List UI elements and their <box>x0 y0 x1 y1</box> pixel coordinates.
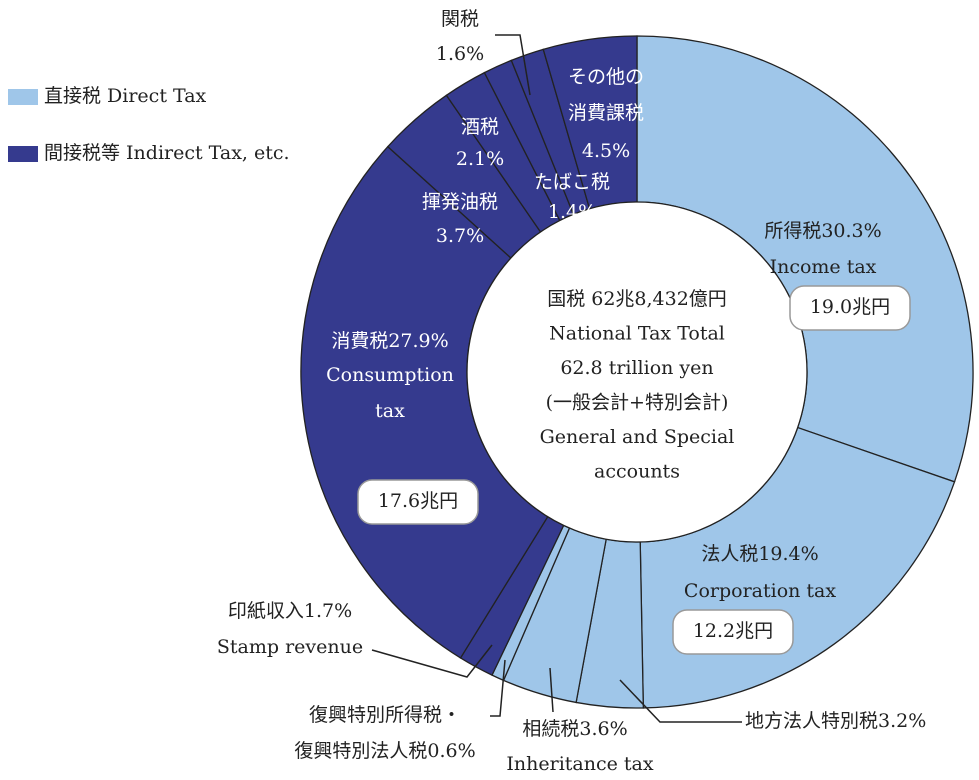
slice-label: 酒税 <box>461 116 499 138</box>
slice-name-line: 法人税 <box>701 543 758 565</box>
amount-label: 19.0兆円 <box>810 296 890 318</box>
slice-name: 消費税 <box>331 330 388 352</box>
slice-name: 酒税 <box>461 116 499 138</box>
slice-label-en-line: Income tax <box>770 256 877 278</box>
slice-name-line: 相続税 <box>522 718 579 740</box>
slice-name: 法人税 <box>701 543 758 565</box>
slice-percent: 3.2% <box>878 710 926 732</box>
amount-label: 12.2兆円 <box>693 620 773 642</box>
slice-label-en: Corporation tax <box>684 580 836 602</box>
slice-label: 地方法人特別税3.2% <box>745 710 926 732</box>
leader-line <box>619 679 742 723</box>
slice-name: 揮発油税 <box>422 191 498 213</box>
slice-label: たばこ税 <box>534 171 610 193</box>
slice-name-line: 地方法人特別税 <box>745 710 878 732</box>
amount-box <box>789 285 911 331</box>
slice-name-line: 揮発油税 <box>422 191 498 213</box>
slice-label: 法人税19.4% <box>701 543 818 565</box>
slice-label: 消費税27.9% <box>331 330 448 352</box>
slice-name-line: たばこ税 <box>534 171 610 193</box>
center-text: 国税 62兆8,432億円 <box>547 288 727 310</box>
slice-label: 揮発油税 <box>422 191 498 213</box>
amount-box <box>672 609 794 655</box>
legend-label: 直接税 Direct Tax <box>44 85 207 107</box>
slice-name-line: 復興特別法人税 <box>294 740 427 762</box>
donut-hole <box>466 201 808 543</box>
slice-percent: 30.3% <box>821 220 881 242</box>
slice-percent: 1.4% <box>548 201 596 223</box>
slice-percent: 2.1% <box>456 148 504 170</box>
slice-name: 復興特別所得税・復興特別法人税 <box>294 704 461 762</box>
slice-name: 所得税 <box>764 220 821 242</box>
legend-swatch <box>8 89 38 105</box>
slice-percent: 4.5% <box>582 140 630 162</box>
slice-label-en-line: Corporation tax <box>684 580 836 602</box>
slice-name-line: 酒税 <box>461 116 499 138</box>
slice-name: 相続税 <box>522 718 579 740</box>
leader-line <box>549 667 554 713</box>
slice-label: 印紙収入1.7% <box>228 600 352 622</box>
slice-label-en: Stamp revenue <box>217 636 363 658</box>
center-text: 62.8 trillion yen <box>560 357 713 379</box>
slice-label: 関税 <box>441 8 479 30</box>
slice-label-en-line: Consumption <box>326 364 454 386</box>
slice-name-line: 関税 <box>441 8 479 30</box>
slice-percent: 1.6% <box>436 43 484 65</box>
slice-name: 印紙収入 <box>228 600 304 622</box>
slice-name: その他の消費課税 <box>568 66 644 124</box>
leader-line <box>490 659 506 717</box>
legend-label: 間接税等 Indirect Tax, etc. <box>44 142 290 164</box>
slice-name: 地方法人特別税 <box>745 710 878 732</box>
slice-name: たばこ税 <box>534 171 610 193</box>
slice-percent: 19.4% <box>758 543 818 565</box>
slice-percent: 3.7% <box>436 225 484 247</box>
slice-name-line: 消費税 <box>331 330 388 352</box>
center-text: (一般会計+特別会計) <box>546 392 729 414</box>
amount-label: 17.6兆円 <box>378 490 458 512</box>
slice-name-line: その他の <box>568 66 644 88</box>
slice-percent: 1.7% <box>304 600 352 622</box>
slice-label-en: Consumption tax <box>326 364 454 422</box>
slice-percent: 0.6% <box>427 740 475 762</box>
slice-name-line: 復興特別所得税・ <box>309 704 461 726</box>
slice-label: その他の消費課税 <box>568 66 644 124</box>
slice-name: 関税 <box>441 8 479 30</box>
slice-name-line: 消費課税 <box>568 102 644 124</box>
amount-box <box>357 479 479 525</box>
center-text: General and Special <box>540 426 735 448</box>
slice-name-line: 所得税 <box>764 220 821 242</box>
slice-name-line: 印紙収入 <box>228 600 304 622</box>
center-text: accounts <box>594 461 680 483</box>
slice-label-en: Inheritance tax <box>506 753 653 775</box>
leader-line <box>371 644 493 678</box>
legend-swatch <box>8 146 38 162</box>
slice-label-en: Income tax <box>770 256 877 278</box>
slice-label: 相続税3.6% <box>522 718 627 740</box>
slice-label: 復興特別所得税・復興特別法人税0.6% <box>294 704 475 762</box>
leader-line <box>495 34 531 96</box>
slice-label-en-line: Inheritance tax <box>506 753 653 775</box>
slice-percent: 27.9% <box>388 330 448 352</box>
slice-percent: 3.6% <box>579 718 627 740</box>
slice-label-en-line: tax <box>375 400 405 422</box>
slice-label: 所得税30.3% <box>764 220 881 242</box>
center-text: National Tax Total <box>549 323 725 345</box>
slice-label-en-line: Stamp revenue <box>217 636 363 658</box>
